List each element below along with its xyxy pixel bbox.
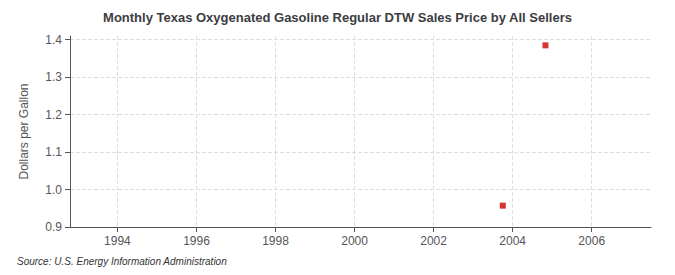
svg-text:2004: 2004 (499, 234, 526, 248)
svg-text:1.0: 1.0 (45, 183, 62, 197)
svg-text:1996: 1996 (183, 234, 210, 248)
svg-text:1.2: 1.2 (45, 108, 62, 122)
svg-text:2000: 2000 (341, 234, 368, 248)
svg-text:2006: 2006 (578, 234, 605, 248)
svg-text:1994: 1994 (104, 234, 131, 248)
svg-text:Source: U.S. Energy Informatio: Source: U.S. Energy Information Administ… (17, 256, 227, 267)
svg-text:1998: 1998 (262, 234, 289, 248)
svg-text:1.4: 1.4 (45, 33, 62, 47)
svg-text:0.9: 0.9 (45, 220, 62, 234)
svg-text:Dollars per Gallon: Dollars per Gallon (17, 83, 31, 179)
svg-text:Monthly Texas Oxygenated Gasol: Monthly Texas Oxygenated Gasoline Regula… (103, 10, 572, 25)
svg-text:2002: 2002 (420, 234, 447, 248)
svg-text:1.1: 1.1 (45, 145, 62, 159)
svg-text:1.3: 1.3 (45, 70, 62, 84)
